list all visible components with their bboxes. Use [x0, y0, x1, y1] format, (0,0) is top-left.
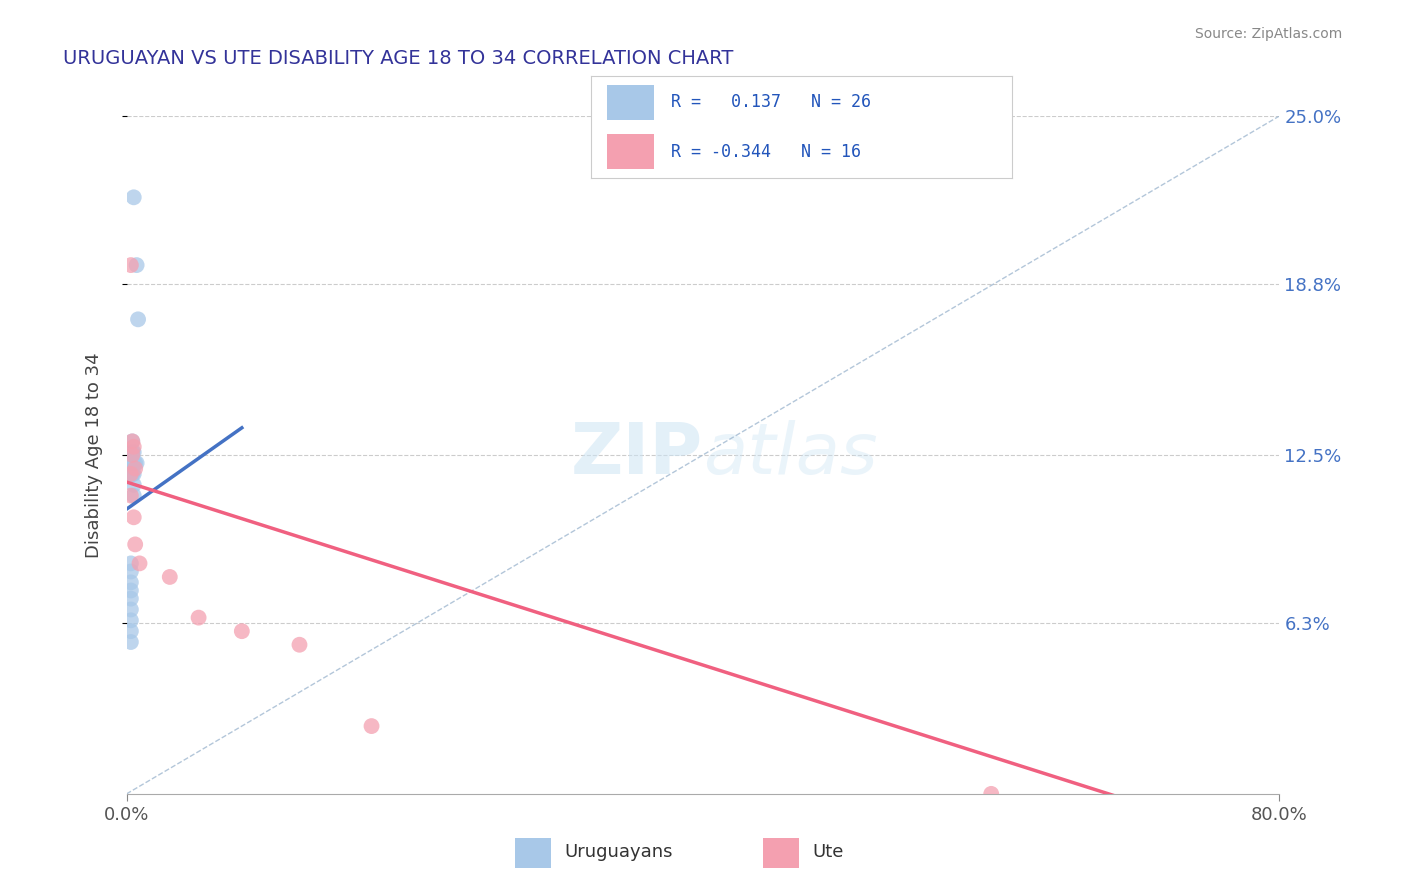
Point: [120, 575, 142, 590]
Text: ZIP: ZIP: [571, 420, 703, 490]
Point: [187, 610, 209, 624]
Text: atlas: atlas: [703, 420, 877, 490]
Point: [127, 312, 149, 326]
Bar: [607, 135, 654, 169]
Text: Uruguayans: Uruguayans: [565, 843, 673, 861]
Point: [122, 445, 145, 459]
Point: [121, 467, 143, 481]
Point: [121, 434, 143, 449]
Bar: [515, 838, 551, 868]
Point: [120, 565, 142, 579]
Point: [231, 624, 253, 639]
Point: [120, 591, 142, 606]
Point: [121, 445, 143, 459]
Point: [122, 190, 145, 204]
Text: R =   0.137   N = 26: R = 0.137 N = 26: [671, 94, 870, 112]
Point: [121, 467, 143, 481]
Point: [124, 456, 146, 470]
Point: [120, 635, 142, 649]
Point: [120, 624, 142, 639]
Text: Source: ZipAtlas.com: Source: ZipAtlas.com: [1195, 27, 1343, 41]
Point: [122, 510, 145, 524]
Point: [120, 602, 142, 616]
Point: [121, 456, 143, 470]
Point: [125, 456, 148, 470]
Point: [122, 489, 145, 503]
Point: [124, 461, 146, 475]
Point: [120, 467, 142, 481]
Point: [122, 440, 145, 454]
Text: Ute: Ute: [813, 843, 844, 861]
Point: [120, 613, 142, 627]
Text: R = -0.344   N = 16: R = -0.344 N = 16: [671, 143, 860, 161]
Point: [121, 445, 143, 459]
Point: [128, 557, 150, 571]
Point: [121, 448, 143, 462]
Bar: [607, 85, 654, 120]
Point: [122, 467, 145, 481]
Point: [980, 787, 1002, 801]
Point: [121, 456, 143, 470]
Point: [159, 570, 181, 584]
Point: [124, 537, 146, 551]
Y-axis label: Disability Age 18 to 34: Disability Age 18 to 34: [84, 352, 103, 558]
Point: [288, 638, 311, 652]
Point: [122, 477, 145, 491]
Text: URUGUAYAN VS UTE DISABILITY AGE 18 TO 34 CORRELATION CHART: URUGUAYAN VS UTE DISABILITY AGE 18 TO 34…: [63, 49, 734, 68]
Point: [120, 557, 142, 571]
Bar: [762, 838, 799, 868]
Point: [120, 489, 142, 503]
Point: [360, 719, 382, 733]
Point: [121, 434, 143, 449]
Point: [122, 456, 145, 470]
Point: [125, 258, 148, 272]
Point: [120, 583, 142, 598]
Point: [120, 258, 142, 272]
